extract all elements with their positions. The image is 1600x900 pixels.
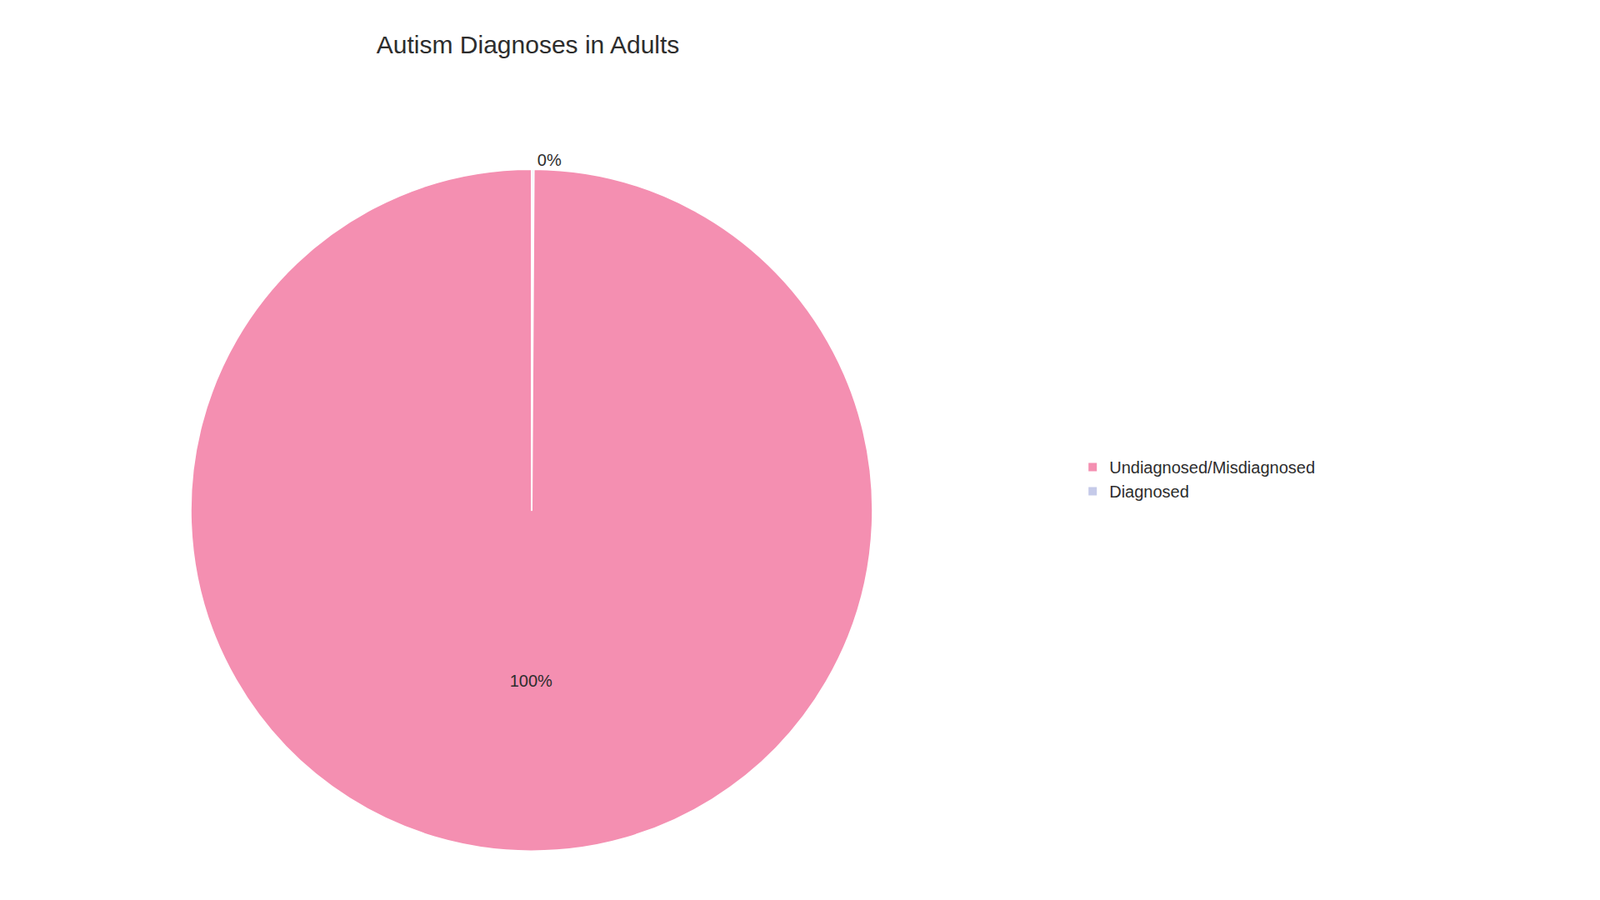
svg-text:Undiagnosed/Misdiagnosed: Undiagnosed/Misdiagnosed [1109, 458, 1315, 477]
svg-text:Diagnosed: Diagnosed [1109, 482, 1190, 501]
svg-text:0%: 0% [537, 150, 562, 170]
svg-text:Autism Diagnoses in Adults: Autism Diagnoses in Adults [376, 30, 680, 59]
svg-text:100%: 100% [510, 671, 553, 690]
